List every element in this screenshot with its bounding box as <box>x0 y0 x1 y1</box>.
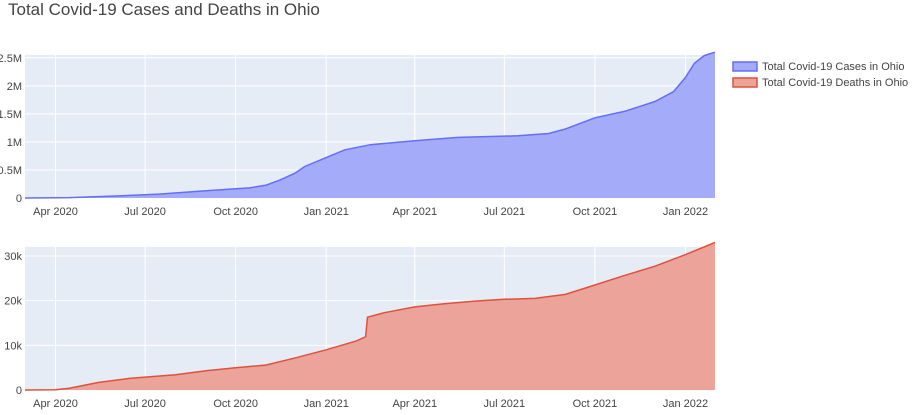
deaths-panel: 0 10k 20k 30k Apr 2020 Jul 2020 Oct 2020 Jan 2… <box>4 241 716 410</box>
deaths-x-tick-label: Jan 2021 <box>304 398 349 410</box>
deaths-y-tick-label: 30k <box>4 251 22 263</box>
deaths-x-tick-label: Jul 2020 <box>124 398 166 410</box>
legend-label-deaths: Total Covid-19 Deaths in Ohio <box>762 77 908 89</box>
legend-item-cases[interactable]: Total Covid-19 Cases in Ohio <box>732 61 904 73</box>
deaths-x-tick-label: Jan 2022 <box>663 398 708 410</box>
legend[interactable]: Total Covid-19 Cases in Ohio Total Covid… <box>732 61 908 89</box>
deaths-x-tick-label: Oct 2021 <box>573 398 618 410</box>
cases-x-tick-label: Jul 2020 <box>124 206 166 218</box>
cases-x-tick-label: Jul 2021 <box>484 206 526 218</box>
cases-y-tick-label: 0 <box>16 193 22 205</box>
deaths-x-tick-label: Oct 2020 <box>213 398 258 410</box>
deaths-x-tick-label: Jul 2021 <box>484 398 526 410</box>
cases-y-tick-label: 0.5M <box>0 165 22 177</box>
cases-area <box>25 52 715 199</box>
cases-x-axis: Apr 2020 Jul 2020 Oct 2020 Jan 2021 Apr 2021… <box>33 206 708 218</box>
cases-x-tick-label: Apr 2021 <box>392 206 437 218</box>
cases-y-tick-label: 1M <box>7 137 22 149</box>
cases-panel: 0 0.5M 1M 1.5M 2M 2.5M Apr 2020 Jul 2020 Oct 20… <box>0 51 716 218</box>
cases-x-tick-label: Jan 2021 <box>304 206 349 218</box>
legend-label-cases: Total Covid-19 Cases in Ohio <box>762 61 904 73</box>
cases-x-tick-label: Oct 2021 <box>573 206 618 218</box>
cases-y-tick-label: 2M <box>7 81 22 93</box>
deaths-y-tick-label: 20k <box>4 296 22 308</box>
cases-y-tick-label: 1.5M <box>0 109 22 121</box>
cases-x-tick-label: Apr 2020 <box>33 206 78 218</box>
deaths-area <box>25 242 715 390</box>
deaths-x-tick-label: Apr 2021 <box>392 398 437 410</box>
chart-title: Total Covid-19 Cases and Deaths in Ohio <box>8 0 320 19</box>
cases-y-tick-label: 2.5M <box>0 53 22 65</box>
legend-swatch-cases <box>732 61 758 72</box>
legend-swatch-deaths <box>732 77 758 88</box>
deaths-x-tick-label: Apr 2020 <box>33 398 78 410</box>
cases-line <box>24 51 716 199</box>
cases-x-tick-label: Oct 2020 <box>213 206 258 218</box>
cases-y-axis: 0 0.5M 1M 1.5M 2M 2.5M <box>0 53 22 205</box>
deaths-x-axis: Apr 2020 Jul 2020 Oct 2020 Jan 2021 Apr 2021… <box>33 398 708 410</box>
deaths-y-tick-label: 10k <box>4 340 22 352</box>
legend-item-deaths[interactable]: Total Covid-19 Deaths in Ohio <box>732 77 908 89</box>
deaths-y-axis: 0 10k 20k 30k <box>4 251 22 397</box>
deaths-line <box>24 241 716 391</box>
deaths-y-tick-label: 0 <box>16 385 22 397</box>
cases-x-tick-label: Jan 2022 <box>663 206 708 218</box>
